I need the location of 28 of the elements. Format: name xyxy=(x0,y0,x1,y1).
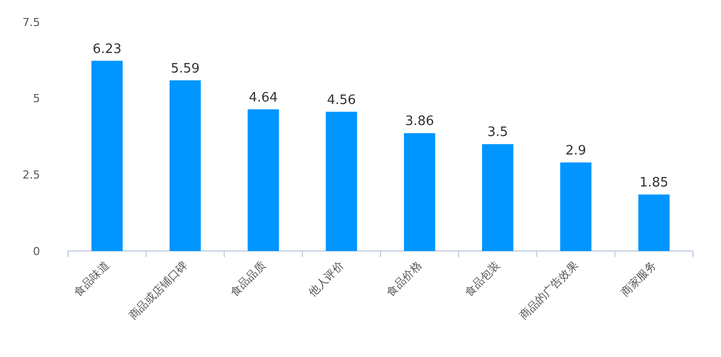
x-tick-label: 食品价格 xyxy=(384,258,424,299)
bar xyxy=(91,60,123,251)
data-label: 2.9 xyxy=(565,143,586,158)
y-tick-label: 5 xyxy=(33,92,40,106)
data-label: 3.86 xyxy=(405,114,434,130)
y-tick-label: 7.5 xyxy=(22,16,40,29)
bar xyxy=(404,133,436,251)
data-label: 4.56 xyxy=(326,92,356,108)
data-label: 6.23 xyxy=(92,42,122,57)
x-tick-label: 他人评价 xyxy=(306,258,346,299)
bar xyxy=(248,109,279,251)
x-tick-label: 食品包装 xyxy=(462,258,503,299)
y-tick-label: 2.5 xyxy=(22,168,40,182)
x-tick-label: 食品味道 xyxy=(72,258,112,299)
bar xyxy=(170,80,201,251)
x-tick-label: 商品的广告效果 xyxy=(517,258,581,322)
x-tick-label: 商品或店铺口碑 xyxy=(126,258,190,322)
y-tick-label: 0 xyxy=(33,244,40,258)
bar xyxy=(482,144,514,251)
data-label: 4.64 xyxy=(248,90,278,106)
bar xyxy=(638,194,670,251)
x-tick-label: 商家服务 xyxy=(618,258,659,299)
bar xyxy=(326,112,358,251)
data-label: 5.59 xyxy=(170,61,200,76)
data-label: 3.5 xyxy=(487,125,508,140)
data-label: 1.85 xyxy=(639,176,668,191)
x-tick-label: 食品品质 xyxy=(228,258,268,299)
bar xyxy=(560,162,592,251)
